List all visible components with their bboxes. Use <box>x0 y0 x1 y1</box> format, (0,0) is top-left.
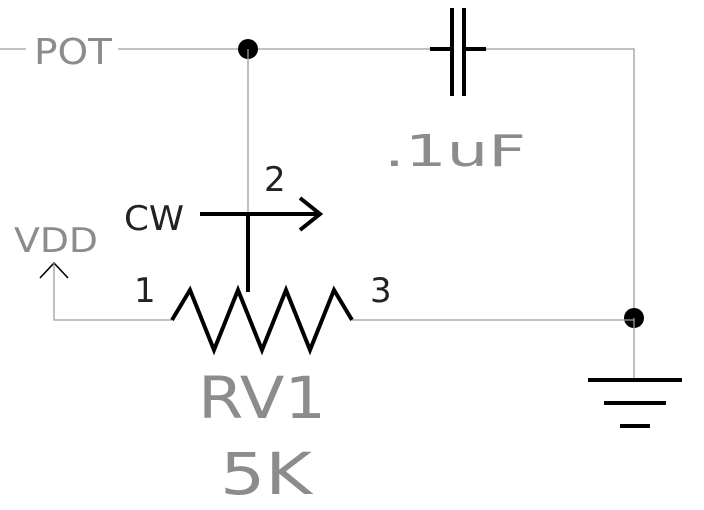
pot-reference-designator: RV1 <box>198 364 326 432</box>
capacitor-symbol <box>430 8 486 96</box>
cap-to-ground-wire <box>486 48 635 318</box>
pin-2-label: 2 <box>264 160 286 200</box>
pot-value: 5K <box>220 440 314 508</box>
potentiometer-resistor-symbol <box>170 284 354 356</box>
wiper-direction-label: CW <box>124 199 184 239</box>
vdd-wire <box>53 263 172 321</box>
vdd-label: VDD <box>14 221 98 261</box>
capacitor-value: .1uF <box>384 126 526 177</box>
ground-icon <box>588 318 682 428</box>
pin-1-label: 1 <box>134 271 156 311</box>
wiper-arrow-symbol <box>200 196 324 292</box>
pot-net-label: POT <box>34 32 113 73</box>
pin-3-label: 3 <box>370 271 392 311</box>
